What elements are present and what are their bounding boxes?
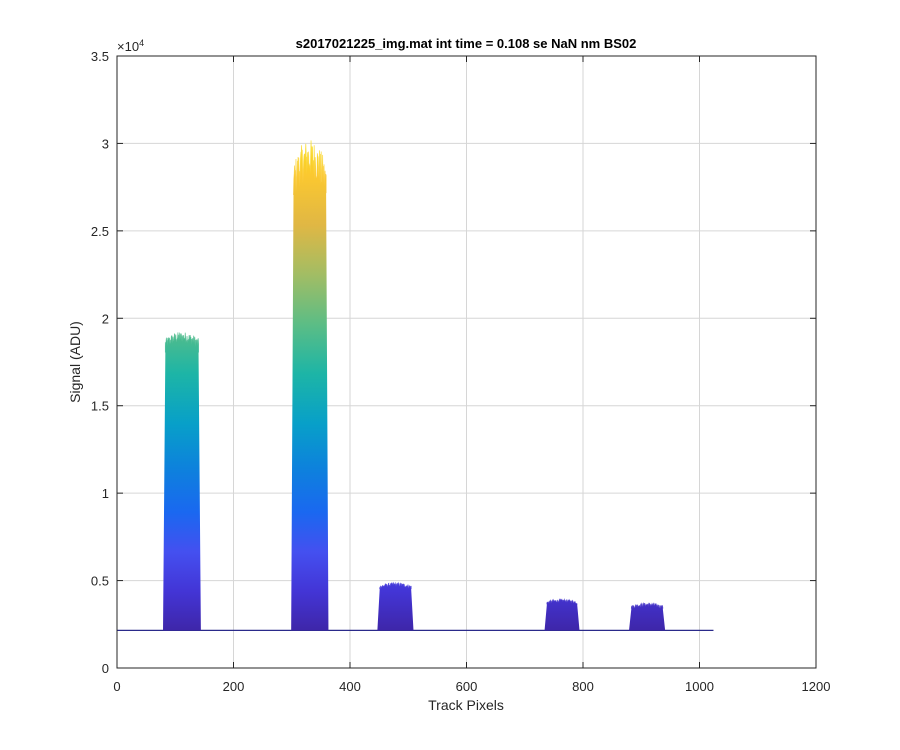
x-tick-label: 1000 xyxy=(685,679,714,694)
y-tick-label: 0 xyxy=(102,661,109,676)
peak-5-edge xyxy=(630,602,664,610)
y-tick-label: 3.5 xyxy=(91,49,109,64)
y-exponent-label: ×104 xyxy=(117,38,144,54)
peak-4-edge xyxy=(546,598,578,605)
y-tick-label: 1.5 xyxy=(91,399,109,414)
y-tick-label: 0.5 xyxy=(91,574,109,589)
x-axis: 0 200 400 600 800 1000 1200 xyxy=(113,56,830,694)
peak-3-edge xyxy=(379,581,412,590)
x-tick-label: 400 xyxy=(339,679,361,694)
peak-1 xyxy=(163,332,201,631)
y-tick-label: 2.5 xyxy=(91,224,109,239)
peak-1-edge xyxy=(164,332,199,353)
peak-2-edge xyxy=(293,140,327,195)
x-axis-label: Track Pixels xyxy=(428,697,504,713)
signal-series xyxy=(117,140,714,632)
x-tick-label: 200 xyxy=(223,679,245,694)
x-tick-label: 0 xyxy=(113,679,120,694)
x-tick-label: 1200 xyxy=(802,679,831,694)
y-tick-label: 2 xyxy=(102,311,109,326)
grid-lines xyxy=(117,56,816,668)
x-tick-label: 600 xyxy=(456,679,478,694)
y-tick-label: 1 xyxy=(102,486,109,501)
peak-2 xyxy=(291,140,329,631)
peak-3 xyxy=(377,582,414,631)
x-tick-label: 800 xyxy=(572,679,594,694)
y-axis-label: Signal (ADU) xyxy=(67,321,83,403)
peak-4 xyxy=(544,599,580,631)
y-tick-label: 3 xyxy=(102,136,109,151)
y-axis: 0 0.5 1 1.5 2 2.5 3 3.5 xyxy=(91,49,816,676)
y-exponent-power: 4 xyxy=(139,38,144,48)
chart-title: s2017021225_img.mat int time = 0.108 se … xyxy=(296,36,637,51)
peak-5 xyxy=(629,603,666,631)
y-exponent-base: ×10 xyxy=(117,39,139,54)
